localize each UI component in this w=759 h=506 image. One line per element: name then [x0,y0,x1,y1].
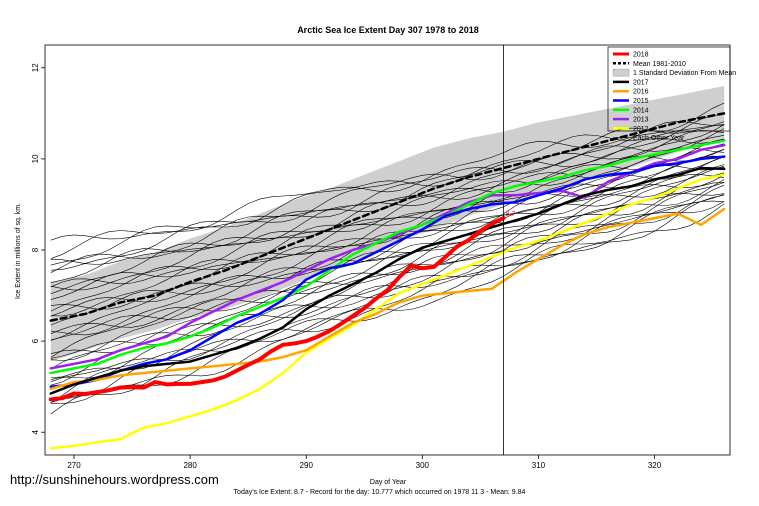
x-axis: 270 280 290 300 310 320 [67,455,662,470]
other-year-line [50,138,725,310]
y-tick-label: 10 [31,154,40,163]
legend-entry: 2015 [633,98,649,105]
other-year-line [50,135,725,283]
y-axis-label: Ice Extent in millions of sq. km. [15,203,22,299]
legend-entry: 2012 [633,126,649,133]
x-tick-label: 280 [183,461,197,470]
x-tick-label: 320 [648,461,662,470]
other-year-line [50,174,725,361]
x-tick-label: 290 [300,461,314,470]
legend-entry: 2014 [633,107,649,114]
other-year-line [50,201,725,404]
legend-entry: 2016 [633,89,649,96]
x-tick-label: 300 [416,461,430,470]
legend-entry: 2017 [633,79,649,86]
other-year-line [50,174,725,358]
y-axis: 4 6 8 10 12 [31,63,45,434]
legend-entry: Each Other Year [633,135,685,142]
legend-entry: 2018 [633,52,649,59]
legend-entry: Mean 1981-2010 [633,61,686,68]
other-year-line [50,123,725,266]
chart-title: Arctic Sea Ice Extent Day 307 1978 to 20… [297,25,479,35]
plot-area: 8.7 [44,44,731,456]
series-line-2015 [49,155,726,388]
legend-box [607,46,731,132]
series-line-2017 [49,166,726,395]
current-value-label: 8.7 [506,211,516,218]
y-tick-label: 8 [31,247,40,252]
x-axis-label: Day of Year [370,479,407,486]
other-year-line [50,120,725,271]
other-year-line [50,155,725,334]
series-line-2016 [49,207,726,391]
y-tick-label: 12 [31,63,40,72]
footer-summary: Today's Ice Extent: 8.7 - Record for the… [233,489,526,496]
y-tick-label: 4 [31,429,40,434]
x-tick-label: 270 [67,461,81,470]
legend: 2018 Mean 1981-2010 1 Standard Deviation F… [607,46,736,142]
other-year-line [50,143,725,300]
other-year-line [50,148,725,312]
legend-entry: 1 Standard Deviation From Mean [633,70,736,77]
other-year-line [50,102,725,241]
legend-entry: 2013 [633,117,649,124]
series-line-2014 [49,139,726,375]
series-line-2018 [48,216,506,402]
series-line-2012 [49,173,726,450]
other-year-line [50,179,725,370]
y-tick-label: 6 [31,338,40,343]
series-line-mean-1981-2010 [49,112,726,322]
other-year-line [50,147,725,317]
other-year-line [50,124,725,273]
x-tick-label: 310 [532,461,546,470]
other-year-line [50,130,725,291]
legend-swatch [612,68,630,77]
watermark: http://sunshinehours.wordpress.com [10,472,219,487]
